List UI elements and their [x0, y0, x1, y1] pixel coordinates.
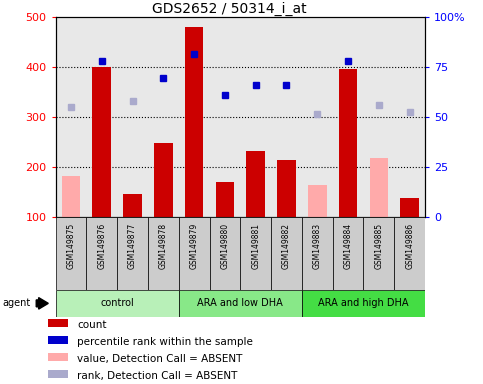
Bar — [48, 353, 68, 361]
Bar — [215, 182, 234, 217]
Text: GSM149876: GSM149876 — [97, 223, 106, 269]
Text: ARA and low DHA: ARA and low DHA — [198, 298, 283, 308]
Bar — [277, 160, 296, 217]
Text: control: control — [100, 298, 134, 308]
Bar — [364, 217, 394, 290]
Bar — [400, 199, 419, 217]
Bar — [92, 67, 111, 217]
Text: GSM149882: GSM149882 — [282, 223, 291, 269]
Text: GSM149885: GSM149885 — [374, 223, 384, 269]
Bar — [179, 290, 302, 317]
Bar — [240, 217, 271, 290]
Bar — [210, 217, 240, 290]
Text: GSM149884: GSM149884 — [343, 223, 353, 269]
Bar — [302, 217, 333, 290]
Title: GDS2652 / 50314_i_at: GDS2652 / 50314_i_at — [152, 2, 307, 16]
Bar — [48, 370, 68, 378]
Bar — [179, 217, 210, 290]
Text: GSM149886: GSM149886 — [405, 223, 414, 269]
Bar — [117, 217, 148, 290]
Bar — [48, 319, 68, 327]
Bar — [86, 217, 117, 290]
Text: count: count — [77, 320, 107, 330]
Bar — [62, 176, 80, 217]
Text: GSM149877: GSM149877 — [128, 223, 137, 269]
Bar — [302, 290, 425, 317]
Text: GSM149878: GSM149878 — [159, 223, 168, 269]
Text: value, Detection Call = ABSENT: value, Detection Call = ABSENT — [77, 354, 242, 364]
Bar — [48, 336, 68, 344]
Text: GSM149879: GSM149879 — [190, 223, 199, 269]
Text: GSM149883: GSM149883 — [313, 223, 322, 269]
Bar — [154, 143, 172, 217]
Bar — [185, 27, 203, 217]
Bar — [394, 217, 425, 290]
Bar — [246, 151, 265, 217]
Text: GSM149880: GSM149880 — [220, 223, 229, 269]
Bar — [271, 217, 302, 290]
Text: GSM149881: GSM149881 — [251, 223, 260, 269]
Bar — [123, 195, 142, 217]
Bar — [308, 185, 327, 217]
Bar — [339, 69, 357, 217]
Bar — [148, 217, 179, 290]
Bar — [56, 290, 179, 317]
Text: agent: agent — [2, 298, 30, 308]
Bar — [333, 217, 364, 290]
Text: GSM149875: GSM149875 — [67, 223, 75, 269]
Text: rank, Detection Call = ABSENT: rank, Detection Call = ABSENT — [77, 371, 238, 381]
Bar — [56, 217, 86, 290]
Text: percentile rank within the sample: percentile rank within the sample — [77, 337, 253, 347]
Bar — [369, 158, 388, 217]
Text: ARA and high DHA: ARA and high DHA — [318, 298, 409, 308]
